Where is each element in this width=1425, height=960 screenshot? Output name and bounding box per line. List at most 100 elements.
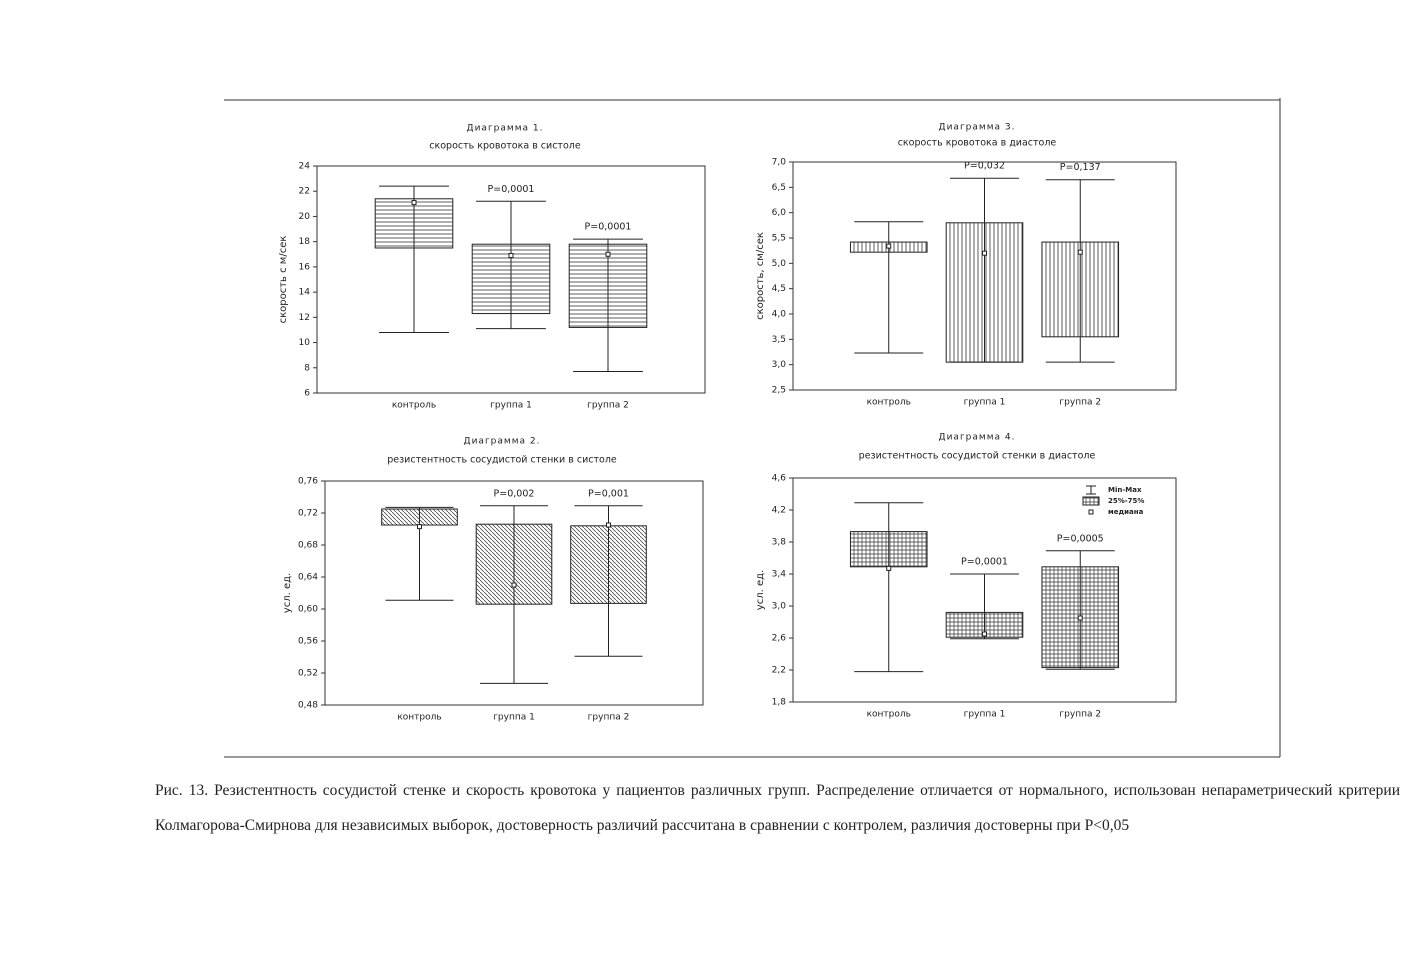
y-tick-label: 0,68 [298, 541, 318, 551]
chart-subtitle: скорость кровотока в систоле [429, 141, 581, 152]
y-tick-label: 2,2 [772, 666, 786, 676]
y-tick-label: 22 [299, 187, 310, 197]
y-tick-label: 10 [299, 338, 311, 348]
p-value: P=0,0001 [488, 184, 535, 195]
x-tick-label: группа 2 [1059, 710, 1101, 720]
y-tick-label: 4,5 [772, 284, 786, 294]
y-tick-label: 7,0 [772, 158, 787, 168]
plot-area [792, 477, 1177, 703]
median-marker [417, 524, 422, 530]
y-tick-label: 12 [299, 313, 310, 323]
x-tick-label: группа 2 [587, 401, 629, 411]
box [1041, 241, 1120, 338]
y-tick-label: 4,2 [772, 506, 786, 516]
chart-subtitle: резистентность сосудистой стенки в диаст… [859, 451, 1096, 462]
legend-symbol [1082, 496, 1100, 506]
y-tick-label: 6,5 [772, 183, 786, 193]
median-marker [508, 253, 514, 259]
box [849, 531, 928, 568]
y-axis-label: усл. ед. [282, 573, 293, 613]
y-tick-label: 3,8 [772, 538, 787, 548]
plot-area [324, 480, 704, 706]
y-axis-label: усл. ед. [755, 570, 766, 610]
box [945, 222, 1024, 363]
chart-subtitle: резистентность сосудистой стенки в систо… [387, 455, 617, 466]
x-tick-label: контроль [867, 398, 911, 408]
legend-label: Min-Max [1108, 486, 1142, 494]
y-tick-label: 1,8 [772, 698, 787, 708]
p-value: P=0,0001 [961, 557, 1008, 568]
legend-symbol [1086, 485, 1096, 495]
median-marker [1077, 615, 1083, 621]
y-tick-label: 3,0 [772, 360, 787, 370]
median-marker [511, 582, 517, 588]
x-tick-label: группа 1 [964, 710, 1006, 720]
y-axis-label: скорость с м/сек [278, 236, 289, 324]
chart-title: Диаграмма 3. [939, 123, 1016, 133]
box [570, 525, 647, 604]
p-value: P=0,001 [588, 488, 629, 499]
y-tick-label: 0,76 [298, 477, 318, 487]
y-tick-label: 2,6 [772, 634, 787, 644]
p-value: P=0,0005 [1057, 533, 1104, 544]
caption: Рис. 13. Резистентность сосудистой стенк… [155, 782, 1400, 834]
legend-label: медиана [1108, 508, 1144, 516]
y-tick-label: 0,52 [298, 669, 318, 679]
y-tick-label: 6,0 [772, 208, 787, 218]
median-marker [606, 522, 611, 528]
x-tick-label: группа 2 [588, 713, 630, 723]
y-tick-label: 0,48 [298, 701, 318, 711]
median-marker [411, 200, 417, 206]
median-marker [982, 631, 987, 637]
chart-subtitle: скорость кровотока в диастоле [898, 138, 1057, 149]
y-tick-label: 5,5 [772, 234, 786, 244]
plot-area [316, 165, 706, 394]
y-tick-label: 0,56 [298, 637, 318, 647]
p-value: P=0,0001 [585, 222, 632, 233]
x-tick-label: группа 2 [1059, 398, 1101, 408]
median-marker [886, 565, 892, 571]
p-value: P=0,032 [964, 161, 1005, 172]
median-marker [1077, 249, 1083, 255]
y-tick-label: 8 [304, 363, 310, 373]
chart-title: Диаграмма 2. [464, 437, 541, 447]
box [374, 198, 454, 249]
y-tick-label: 6 [304, 389, 310, 399]
median-marker [982, 250, 987, 256]
y-tick-label: 18 [299, 237, 311, 247]
y-tick-label: 3,5 [772, 335, 786, 345]
plot-area [792, 161, 1177, 391]
y-tick-label: 0,72 [298, 509, 318, 519]
y-tick-label: 4,0 [772, 310, 787, 320]
median-marker [886, 243, 892, 249]
y-tick-label: 4,6 [772, 474, 787, 484]
figure: Диаграмма 1. скорость кровотока в систоле… [224, 98, 1281, 758]
chart-title: Диаграмма 4. [939, 433, 1016, 443]
chart-title: Диаграмма 1. [467, 124, 544, 134]
y-tick-label: 0,64 [298, 573, 318, 583]
y-tick-label: 16 [299, 262, 311, 272]
y-tick-label: 14 [299, 288, 311, 298]
x-tick-label: контроль [867, 710, 911, 720]
box [568, 243, 648, 328]
x-tick-label: группа 1 [493, 713, 535, 723]
x-tick-label: группа 1 [490, 401, 532, 411]
box [475, 523, 553, 605]
x-tick-label: контроль [397, 713, 441, 723]
y-tick-label: 2,5 [772, 386, 786, 396]
y-tick-label: 0,60 [298, 605, 318, 615]
x-tick-label: группа 1 [964, 398, 1006, 408]
legend-symbol [1088, 509, 1094, 515]
y-tick-label: 3,0 [772, 602, 787, 612]
box [381, 508, 458, 526]
y-tick-label: 5,0 [772, 259, 787, 269]
p-value: P=0,137 [1060, 162, 1101, 173]
y-tick-label: 24 [299, 162, 311, 172]
y-axis-label: скорость, см/сек [755, 232, 766, 320]
y-tick-label: 3,4 [772, 570, 787, 580]
y-tick-label: 20 [299, 212, 311, 222]
legend-label: 25%-75% [1108, 497, 1144, 505]
x-tick-label: контроль [392, 401, 436, 411]
median-marker [605, 251, 611, 257]
